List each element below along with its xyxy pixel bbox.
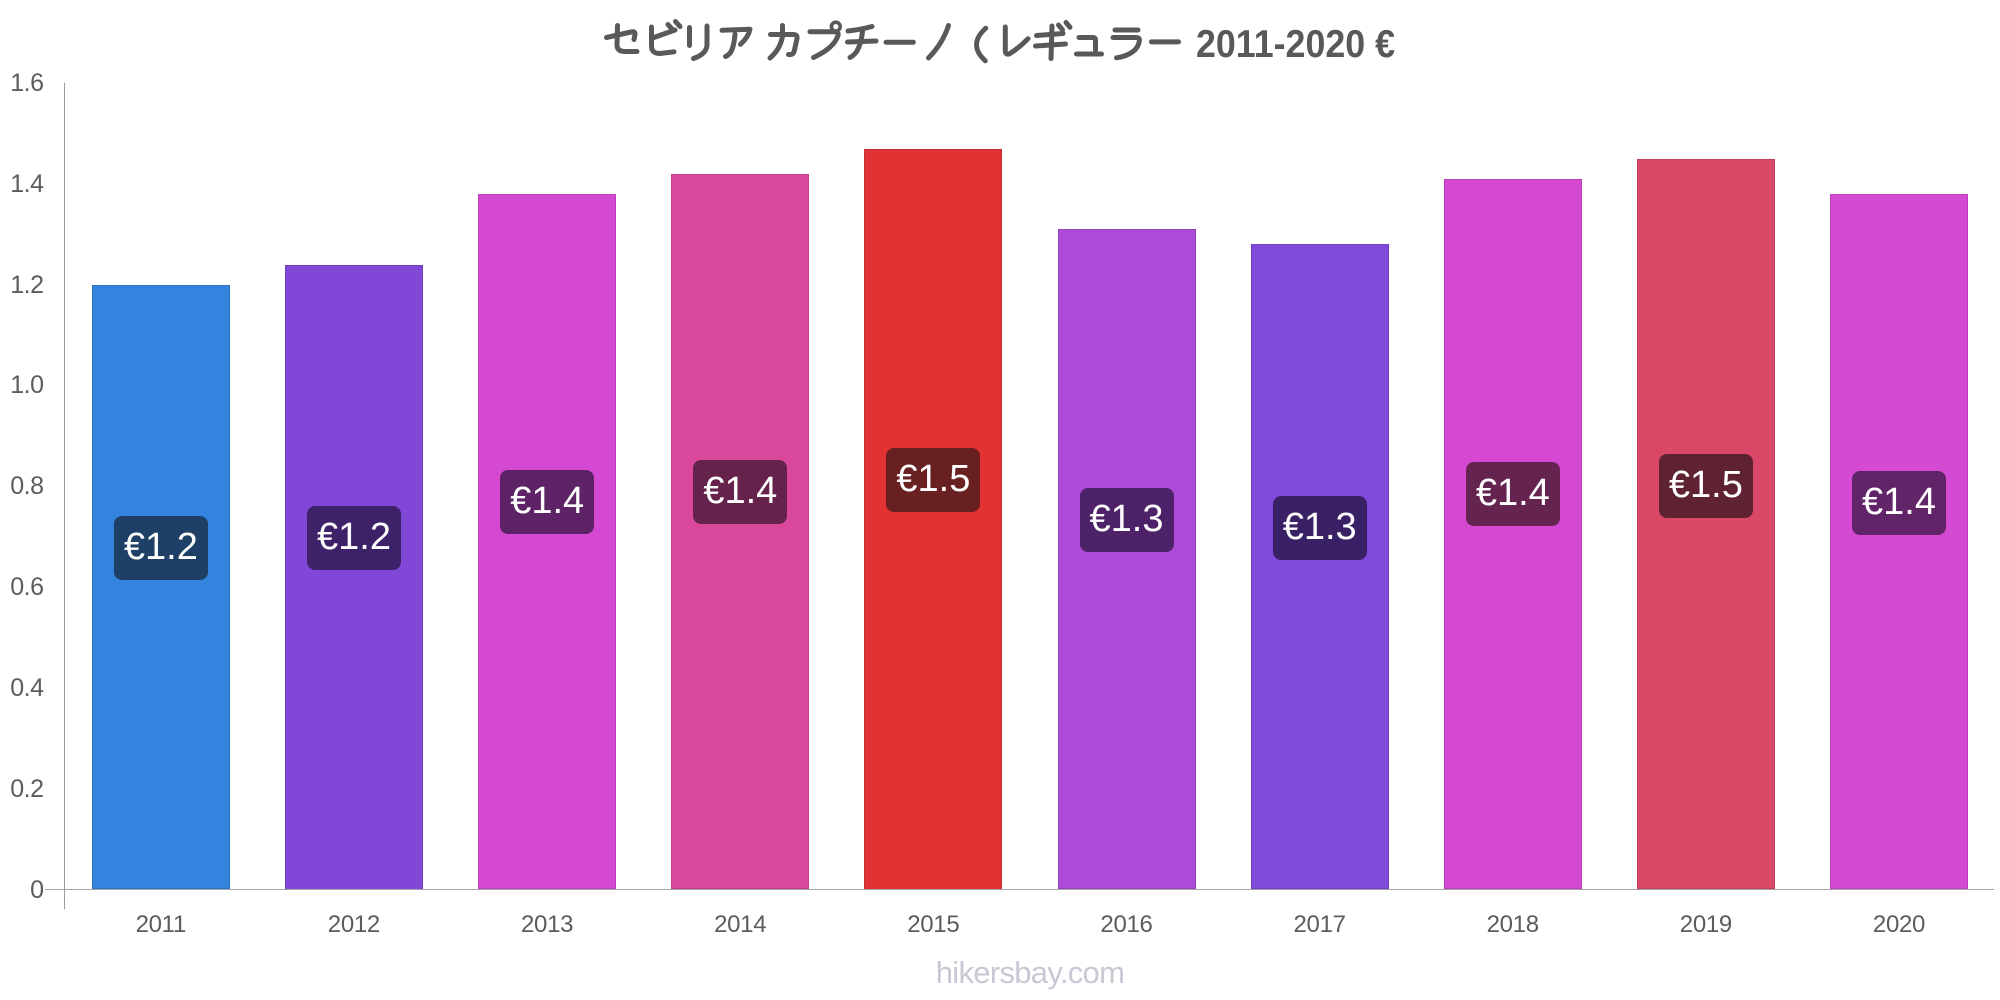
svg-text:2011-2020 €: 2011-2020 € bbox=[1196, 23, 1395, 66]
